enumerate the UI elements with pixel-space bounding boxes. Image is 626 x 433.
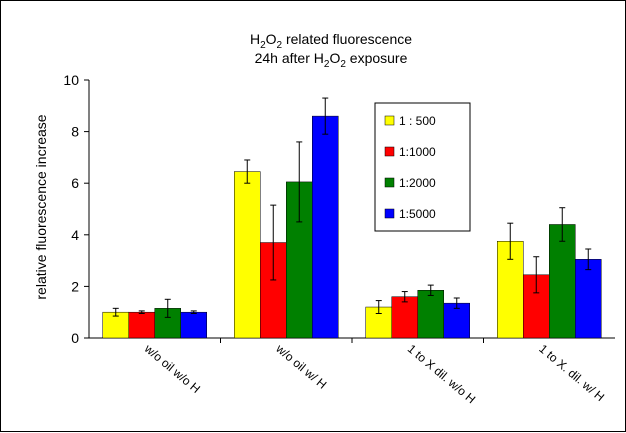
chart-title-line2: 24h after H2O2 exposure (255, 50, 408, 70)
y-tick-label: 2 (71, 278, 79, 294)
y-tick-label: 0 (71, 330, 79, 346)
bar (575, 259, 602, 339)
bar (391, 296, 418, 339)
bar (417, 290, 444, 339)
y-tick-label: 8 (71, 124, 79, 140)
x-category-label: w/o oil w/o H (141, 341, 203, 396)
y-tick-label: 4 (71, 227, 79, 243)
legend-swatch (384, 115, 395, 126)
bar (443, 302, 470, 339)
legend-swatch (384, 177, 395, 188)
plot-area: 0 2 4 6 8 10 w/o oil w/o H w/o oil w/ H 1 to X d… (63, 72, 615, 406)
bar (312, 115, 339, 339)
bar (180, 311, 207, 339)
y-tick-label: 6 (71, 175, 79, 191)
x-category-label: 1 to X dil. w/o H (405, 342, 478, 407)
legend-label: 1 : 500 (399, 114, 436, 128)
y-axis-label: relative fluorescence increase (33, 114, 49, 299)
x-category-label: w/o oil w/ H (273, 341, 330, 392)
legend-label: 1:1000 (399, 145, 436, 159)
bar (234, 171, 261, 339)
legend-swatch (384, 208, 395, 219)
bar (128, 311, 155, 339)
y-tick-label: 10 (63, 72, 79, 88)
legend-label: 1:5000 (399, 207, 436, 221)
chart-title-line1: H2O2 related fluorescence (250, 31, 412, 51)
legend-swatch (384, 146, 395, 157)
bar (549, 224, 576, 339)
legend-label: 1:2000 (399, 176, 436, 190)
x-category-label: 1 to X. dil. w/ H (536, 342, 607, 405)
